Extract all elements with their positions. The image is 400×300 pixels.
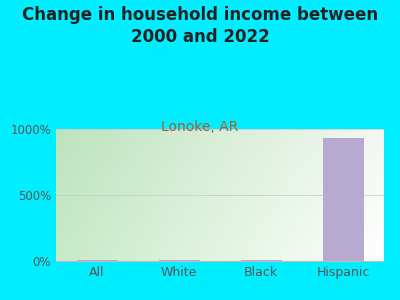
Text: Change in household income between
2000 and 2022: Change in household income between 2000 … — [22, 6, 378, 46]
Bar — [76, 260, 118, 261]
Bar — [322, 138, 364, 261]
Text: Lonoke, AR: Lonoke, AR — [161, 120, 239, 134]
Bar — [240, 260, 282, 261]
Bar — [158, 260, 200, 261]
